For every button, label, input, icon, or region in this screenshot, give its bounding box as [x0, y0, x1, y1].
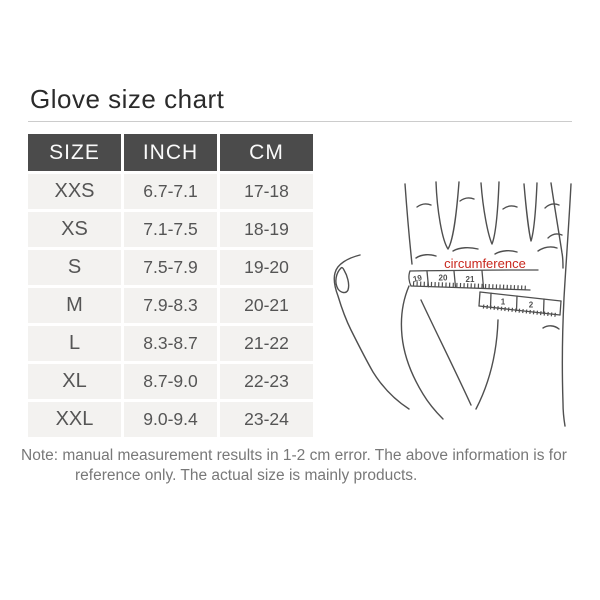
cm-cell: 21-22	[220, 326, 313, 361]
wrist-crease	[542, 325, 560, 330]
cm-cell: 17-18	[220, 174, 313, 209]
inch-cell: 9.0-9.4	[124, 402, 217, 437]
hand-outer-edge	[561, 183, 572, 427]
hand-measurement-illustration: 19 20 21 1 2 circumference	[333, 178, 593, 428]
inch-cell: 7.1-7.5	[124, 212, 217, 247]
title-divider	[28, 121, 572, 122]
tape-number: 2	[529, 301, 534, 310]
finger-base-crease	[537, 246, 558, 252]
cm-cell: 22-23	[220, 364, 313, 399]
knuckle-crease	[502, 205, 518, 210]
tape-divider	[515, 295, 518, 312]
note-line-1: Note: manual measurement results in 1-2 …	[21, 447, 567, 464]
tape-number: 1	[501, 298, 506, 307]
finger-gap-3	[523, 182, 538, 242]
knuckle-crease	[547, 233, 563, 239]
tape-lower-right-cap	[559, 300, 562, 316]
hand-illustration-svg: 19 20 21 1 2 circumference	[333, 181, 572, 427]
size-cell: S	[28, 250, 121, 285]
tape-upper-left-cap	[408, 270, 412, 287]
cm-cell: 23-24	[220, 402, 313, 437]
page-title: Glove size chart	[30, 84, 225, 114]
knuckle-crease	[416, 203, 432, 208]
palm-center-crease	[475, 319, 499, 410]
tape-lower-fill	[479, 292, 561, 315]
pinky-finger-edge	[550, 182, 564, 269]
inch-cell: 8.7-9.0	[124, 364, 217, 399]
finger-gap-2	[480, 181, 500, 245]
knuckle-crease	[459, 197, 475, 202]
finger-base-crease	[494, 249, 518, 255]
tape-divider	[542, 298, 545, 314]
tape-divider	[489, 292, 492, 308]
finger-gap-1	[435, 181, 460, 250]
finger-base-crease	[415, 253, 437, 259]
inch-cell: 8.3-8.7	[124, 326, 217, 361]
size-cell: M	[28, 288, 121, 323]
measuring-tape-upper: 19 20 21	[408, 269, 539, 291]
tape-divider	[481, 270, 485, 289]
column-header-inch: INCH	[124, 134, 217, 171]
tape-number: 21	[466, 275, 475, 284]
cm-cell: 20-21	[220, 288, 313, 323]
tape-lower-ticks	[482, 304, 558, 317]
tape-lower-top-edge	[479, 291, 562, 302]
column-header-size: SIZE	[28, 134, 121, 171]
index-finger-edge	[404, 183, 413, 265]
tape-upper-bottom-edge	[410, 285, 531, 291]
note-text: Note: manual measurement results in 1-2 …	[21, 446, 586, 486]
glove-size-table: SIZE INCH CM XXS 6.7-7.1 17-18 XS 7.1-7.…	[28, 134, 313, 437]
knuckle-crease	[544, 203, 560, 209]
tape-divider	[453, 270, 457, 288]
tape-number: 19	[412, 273, 423, 284]
palm-thenar-crease	[420, 299, 472, 406]
finger-base-crease	[452, 246, 479, 252]
tape-number: 20	[439, 274, 448, 283]
thumb-outer-edge	[333, 254, 410, 410]
size-cell: XXL	[28, 402, 121, 437]
note-line-2: reference only. The actual size is mainl…	[75, 467, 418, 484]
circumference-label: circumference	[444, 256, 526, 271]
size-cell: XL	[28, 364, 121, 399]
size-cell: XS	[28, 212, 121, 247]
thumb-inner-edge	[400, 285, 444, 420]
thumb-nail	[335, 266, 350, 294]
cm-cell: 19-20	[220, 250, 313, 285]
size-cell: L	[28, 326, 121, 361]
inch-cell: 7.9-8.3	[124, 288, 217, 323]
column-header-cm: CM	[220, 134, 313, 171]
size-cell: XXS	[28, 174, 121, 209]
measuring-tape-lower: 1 2	[478, 291, 562, 317]
inch-cell: 6.7-7.1	[124, 174, 217, 209]
tape-lower-left-cap	[478, 291, 481, 307]
hand-outline-lines	[333, 181, 572, 427]
cm-cell: 18-19	[220, 212, 313, 247]
inch-cell: 7.5-7.9	[124, 250, 217, 285]
tape-upper-ticks	[412, 281, 529, 291]
tape-upper-top-edge	[409, 269, 539, 272]
